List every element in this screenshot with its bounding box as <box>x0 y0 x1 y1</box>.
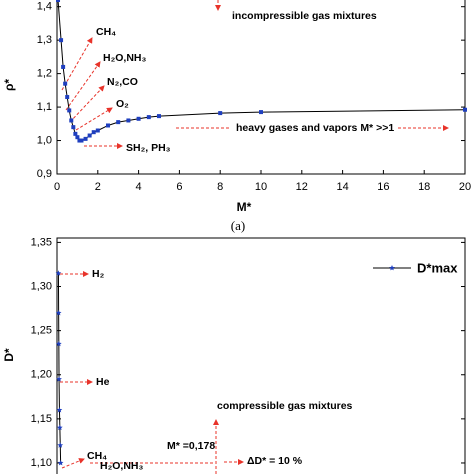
legend-label: D*max <box>417 260 458 275</box>
y-tick-label: 0,9 <box>37 168 52 180</box>
annotation: heavy gases and vapors M* >>1 <box>236 122 394 134</box>
y-tick-label: 1,20 <box>31 369 52 381</box>
marker <box>57 424 63 431</box>
series-line <box>57 273 62 463</box>
x-tick-label: 4 <box>136 181 142 193</box>
marker <box>55 309 62 316</box>
annotation: M* =0,178 <box>167 440 215 452</box>
marker <box>75 135 80 140</box>
marker <box>57 442 64 448</box>
marker <box>69 118 74 123</box>
caption: (a) <box>231 218 245 233</box>
y-tick-label: 1,10 <box>31 457 52 469</box>
x-tick-label: 2 <box>95 181 101 193</box>
marker <box>65 95 70 100</box>
annotation-arrows <box>60 0 449 474</box>
marker <box>116 120 121 125</box>
y-axis-label: ρ* <box>2 79 16 91</box>
y-tick-label: 1,3 <box>37 34 52 46</box>
annotation: SH₂, PH₃ <box>126 142 171 154</box>
marker <box>55 270 62 276</box>
y-tick-label: 1,2 <box>37 68 52 80</box>
marker <box>106 123 110 128</box>
annotation: H₂O,NH₃ <box>100 460 143 472</box>
plot-frame <box>56 237 466 474</box>
annotation: ΔD* = 10 % <box>247 455 303 467</box>
marker <box>126 118 131 123</box>
x-tick-label: 12 <box>296 181 308 193</box>
y-tick-label: 1,4 <box>37 1 52 13</box>
marker <box>146 115 151 120</box>
marker <box>61 64 66 69</box>
x-tick-label: 14 <box>336 181 348 193</box>
y-tick-label: 1,35 <box>31 236 52 248</box>
marker <box>56 0 61 2</box>
marker <box>77 138 82 143</box>
marker <box>63 81 68 86</box>
annotation: O₂ <box>116 98 129 110</box>
marker <box>136 116 141 121</box>
x-tick-label: 6 <box>176 181 182 193</box>
annotation: He <box>96 376 110 388</box>
annotation: H₂ <box>92 268 105 280</box>
marker <box>95 128 100 133</box>
marker <box>79 138 84 143</box>
x-axis-label: M* <box>237 200 252 214</box>
y-tick-label: 1,30 <box>31 280 52 292</box>
x-tick-label: 10 <box>255 181 267 193</box>
marker <box>59 38 64 43</box>
x-tick-label: 8 <box>217 181 223 193</box>
y-tick-label: 1,15 <box>31 413 52 425</box>
annotation: CH₄ <box>96 26 116 38</box>
marker <box>71 125 76 130</box>
marker <box>157 114 161 119</box>
x-tick-label: 18 <box>418 181 430 193</box>
y-tick-label: 1,25 <box>31 325 52 337</box>
x-tick-label: 16 <box>377 181 389 193</box>
marker <box>463 107 467 112</box>
legend-marker <box>389 265 395 271</box>
annotation: N₂,CO <box>107 76 138 88</box>
annotation: incompressible gas mixtures <box>232 10 377 22</box>
y-axis-label: D* <box>2 348 16 362</box>
annotation: CH₄ <box>87 450 107 462</box>
marker <box>67 108 72 113</box>
marker <box>56 407 63 413</box>
marker <box>218 111 223 116</box>
annotation: H₂O,NH₃ <box>103 52 146 64</box>
marker <box>56 376 62 382</box>
marker <box>87 133 92 138</box>
marker <box>83 136 88 141</box>
marker <box>57 459 64 466</box>
y-tick-label: 1,0 <box>37 134 52 146</box>
marker <box>55 340 62 347</box>
marker <box>73 131 78 136</box>
annotation: compressible gas mixtures <box>217 400 353 412</box>
marker <box>91 130 96 135</box>
x-tick-label: 0 <box>54 181 60 193</box>
marker <box>259 110 263 115</box>
x-tick-label: 20 <box>459 181 471 193</box>
y-tick-label: 1,1 <box>37 101 52 113</box>
